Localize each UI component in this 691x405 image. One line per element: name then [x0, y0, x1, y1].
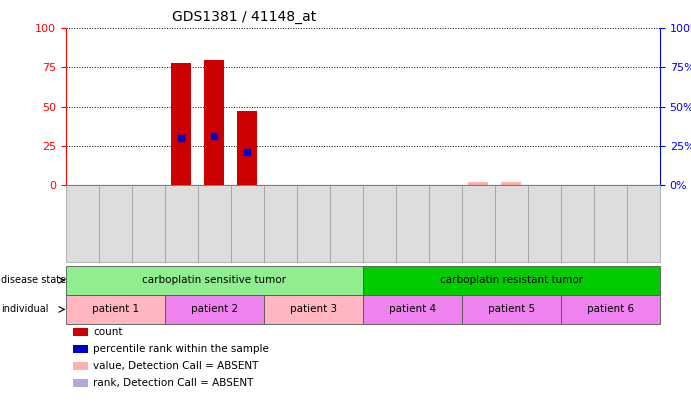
Bar	[171, 63, 191, 185]
Text: rank, Detection Call = ABSENT: rank, Detection Call = ABSENT	[93, 378, 254, 388]
Text: count: count	[93, 327, 123, 337]
Bar	[502, 182, 521, 185]
Text: disease state: disease state	[1, 275, 66, 285]
Text: patient 5: patient 5	[488, 305, 535, 314]
Text: patient 3: patient 3	[290, 305, 337, 314]
Text: carboplatin sensitive tumor: carboplatin sensitive tumor	[142, 275, 286, 285]
Text: patient 2: patient 2	[191, 305, 238, 314]
Bar	[205, 60, 224, 185]
Text: carboplatin resistant tumor: carboplatin resistant tumor	[439, 275, 583, 285]
Text: patient 1: patient 1	[92, 305, 139, 314]
Text: value, Detection Call = ABSENT: value, Detection Call = ABSENT	[93, 361, 258, 371]
Text: GDS1381 / 41148_at: GDS1381 / 41148_at	[172, 10, 316, 24]
Text: percentile rank within the sample: percentile rank within the sample	[93, 344, 269, 354]
Text: patient 6: patient 6	[587, 305, 634, 314]
Bar	[468, 182, 489, 185]
Text: patient 4: patient 4	[389, 305, 436, 314]
Text: individual: individual	[1, 305, 48, 314]
Bar	[237, 111, 257, 185]
